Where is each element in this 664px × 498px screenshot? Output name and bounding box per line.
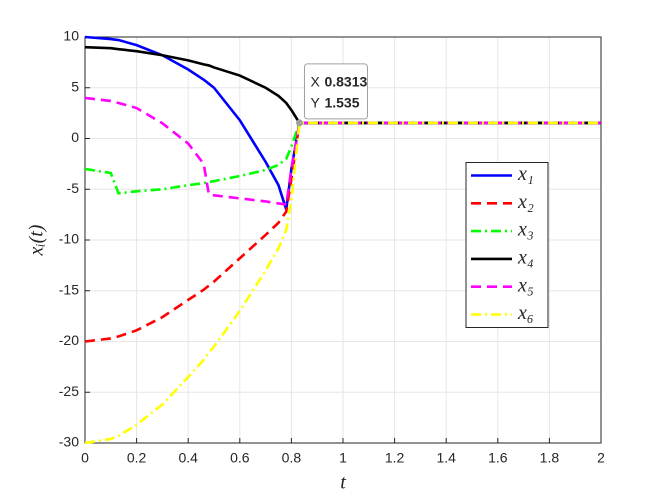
datatip-y-value: 1.535 bbox=[324, 95, 359, 111]
x-tick-label: 0.2 bbox=[127, 450, 147, 466]
y-tick-label: 5 bbox=[71, 78, 79, 94]
series-line bbox=[84, 121, 601, 445]
y-tick-label: -30 bbox=[59, 434, 79, 450]
y-axis-label: xᵢ(t) bbox=[26, 224, 48, 256]
x-tick-label: 0 bbox=[81, 450, 89, 466]
y-tick-label: 0 bbox=[71, 129, 79, 145]
x-tick-label: 1.2 bbox=[385, 450, 405, 466]
axes-box bbox=[84, 36, 602, 444]
x-axis-label: t bbox=[340, 472, 346, 494]
legend-box bbox=[465, 162, 549, 328]
legend-label: x₆ bbox=[517, 302, 534, 324]
legend-label: x₂ bbox=[517, 191, 534, 213]
x-tick-label: 0.6 bbox=[230, 450, 250, 466]
legend-label: x₁ bbox=[517, 163, 534, 185]
x-tick-label: 1.4 bbox=[436, 450, 456, 466]
x-tick-label: 2 bbox=[597, 450, 605, 466]
legend-label: x₅ bbox=[517, 274, 534, 296]
datatip-x-label: X bbox=[310, 74, 320, 90]
x-tick-label: 0.4 bbox=[178, 450, 198, 466]
x-tick-label: 0.8 bbox=[282, 450, 302, 466]
legend-label: x₃ bbox=[517, 219, 534, 241]
x-tick-label: 1.6 bbox=[488, 450, 508, 466]
y-tick-label: 10 bbox=[63, 28, 79, 44]
y-tick-label: -5 bbox=[67, 180, 80, 196]
y-tick-label: -10 bbox=[59, 231, 79, 247]
datatip-box bbox=[303, 63, 368, 120]
x-tick-label: 1 bbox=[339, 450, 347, 466]
series-line bbox=[84, 96, 601, 206]
legend-label: x₄ bbox=[517, 246, 534, 268]
y-tick-label: -25 bbox=[59, 383, 79, 399]
y-tick-label: -20 bbox=[59, 332, 79, 348]
y-tick-label: -15 bbox=[59, 281, 79, 297]
datatip-x-value: 0.8313 bbox=[324, 74, 367, 90]
x-tick-label: 1.8 bbox=[540, 450, 560, 466]
datatip-marker bbox=[295, 119, 303, 127]
datatip-y-label: Y bbox=[310, 95, 320, 111]
